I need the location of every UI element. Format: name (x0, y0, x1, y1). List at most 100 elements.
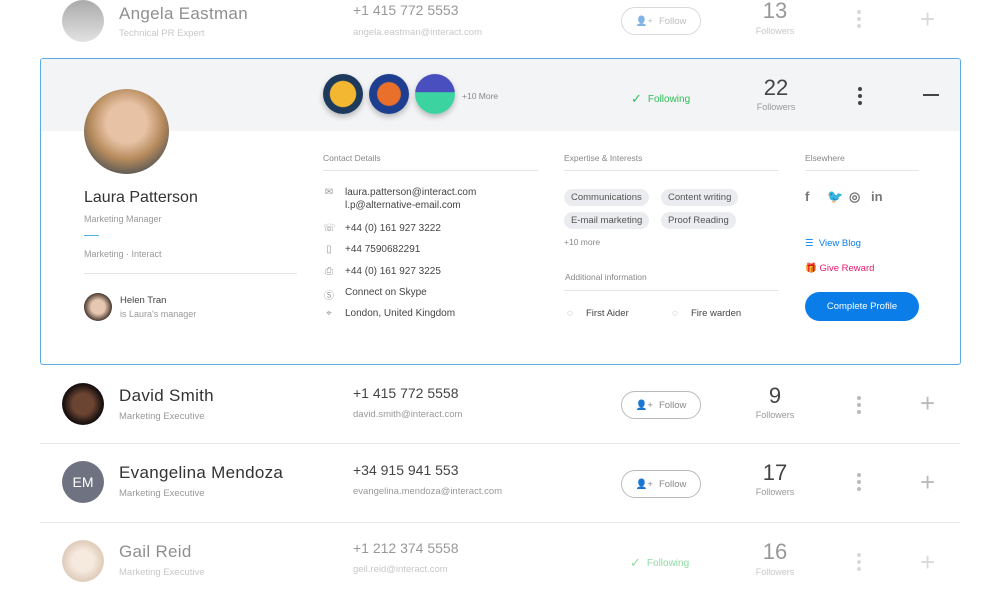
email-item[interactable]: ✉ laura.patterson@interact.com l.p@alterna… (323, 187, 477, 214)
more-options-icon[interactable] (857, 10, 863, 28)
followers-label: Followers (755, 567, 795, 577)
linkedin-icon[interactable]: in (871, 189, 883, 204)
mobile-item[interactable]: ▯ +44 7590682291 (323, 244, 420, 255)
phone-item[interactable]: ☏ +44 (0) 161 927 3222 (323, 223, 441, 234)
expertise-tag[interactable]: Content writing (661, 189, 739, 206)
expertise-tag[interactable]: Proof Reading (661, 212, 736, 229)
followers-label: Followers (756, 102, 796, 112)
follow-button[interactable]: 👤+ Follow (621, 470, 701, 498)
list-icon: ☰ (805, 238, 814, 249)
expertise-tag[interactable]: E-mail marketing (564, 212, 650, 229)
follow-label: Follow (658, 15, 687, 27)
mobile-number: +44 7590682291 (345, 244, 421, 255)
avatar (62, 0, 104, 42)
contact-phone: +1 212 374 5558 (353, 540, 459, 556)
collapse-minus-icon[interactable] (923, 94, 939, 96)
contact-name[interactable]: David Smith (119, 386, 214, 405)
envelope-icon: ✉ (324, 187, 334, 198)
follow-button[interactable]: 👤+ Follow (621, 391, 701, 419)
followers-count: 17 (762, 460, 788, 485)
manager-avatar[interactable] (84, 293, 112, 321)
following-status[interactable]: ✓ Following (630, 555, 689, 571)
more-options-icon[interactable] (857, 396, 863, 414)
award-badge-icon[interactable] (323, 74, 363, 114)
more-options-icon[interactable] (857, 553, 863, 571)
contact-row[interactable]: EM Evangelina Mendoza Marketing Executiv… (40, 445, 960, 523)
expand-plus-icon[interactable]: + (920, 467, 936, 497)
phone-number: +44 (0) 161 927 3222 (345, 223, 441, 234)
manager-name[interactable]: Helen Tran (120, 295, 167, 306)
department: Marketing (84, 249, 124, 259)
contact-email[interactable]: geil.reid@interact.com (353, 564, 448, 575)
fax-item[interactable]: ⎙ +44 (0) 161 927 3225 (323, 266, 441, 277)
complete-profile-button[interactable]: Complete Profile (805, 292, 919, 321)
profile-org: Marketing · Interact (84, 249, 162, 259)
view-blog-label: View Blog (818, 238, 861, 249)
divider (564, 170, 779, 171)
badges-more-link[interactable]: +10 More (462, 91, 499, 101)
instagram-icon[interactable]: ◎ (849, 189, 861, 204)
add-user-icon: 👤+ (635, 15, 653, 27)
skype-item[interactable]: Ⓢ Connect on Skype (323, 287, 427, 302)
followers-count: 9 (768, 383, 782, 408)
contact-email[interactable]: david.smith@interact.com (353, 409, 463, 420)
give-reward-label: Give Reward (819, 263, 875, 274)
more-options-icon[interactable] (857, 473, 863, 491)
contact-row[interactable]: Angela Eastman Technical PR Expert +1 41… (40, 0, 960, 60)
contact-role: Marketing Executive (119, 567, 205, 578)
additional-label: First Aider (586, 308, 629, 319)
view-blog-link[interactable]: ☰ View Blog (805, 238, 861, 249)
elsewhere-title: Elsewhere (805, 153, 845, 163)
contact-role: Technical PR Expert (119, 28, 205, 39)
contact-row[interactable]: Gail Reid Marketing Executive +1 212 374… (40, 523, 960, 601)
twitter-icon[interactable]: 🐦 (827, 189, 844, 204)
followers-count: 22 (763, 75, 789, 100)
location: London, United Kingdom (345, 308, 456, 319)
expand-plus-icon[interactable]: + (920, 4, 936, 34)
followers-count: 16 (762, 539, 788, 564)
contact-name[interactable]: Evangelina Mendoza (119, 463, 284, 482)
follow-label: Follow (658, 478, 687, 490)
check-circle-icon: ✓ (631, 91, 642, 106)
tags-more-link[interactable]: +10 more (564, 237, 601, 247)
facebook-icon[interactable]: f (805, 189, 810, 204)
skype-icon: Ⓢ (324, 291, 334, 302)
manager-caption: is Laura's manager (120, 309, 197, 319)
add-user-icon: 👤+ (635, 399, 653, 411)
skype-link[interactable]: Connect on Skype (345, 287, 427, 298)
profile-avatar (84, 89, 169, 174)
medal-badge-icon[interactable] (369, 74, 409, 114)
contact-role: Marketing Executive (119, 488, 205, 499)
divider (805, 170, 919, 171)
follow-button[interactable]: 👤+ Follow (621, 7, 701, 35)
add-user-icon: 👤+ (635, 478, 653, 490)
contact-phone: +34 915 941 553 (353, 462, 459, 478)
contact-name[interactable]: Gail Reid (119, 542, 192, 561)
contact-row[interactable]: David Smith Marketing Executive +1 415 7… (40, 366, 960, 444)
give-reward-link[interactable]: 🎁 Give Reward (805, 263, 874, 274)
profile-name: Laura Patterson (84, 189, 198, 206)
avatar (62, 540, 104, 582)
contact-name[interactable]: Angela Eastman (119, 4, 248, 23)
following-label: Following (646, 557, 690, 569)
alternative-email[interactable]: l.p@alternative-email.com (345, 200, 461, 211)
expertise-title: Expertise & Interests (564, 153, 643, 163)
expand-plus-icon[interactable]: + (920, 388, 936, 418)
divider (564, 290, 779, 291)
location-pin-icon: ⌖ (326, 308, 332, 319)
followers-label: Followers (755, 487, 795, 497)
expertise-tag[interactable]: Communications (564, 189, 649, 206)
following-status[interactable]: ✓ Following (631, 91, 690, 107)
followers-label: Followers (755, 26, 795, 36)
more-options-icon[interactable] (858, 87, 864, 105)
contact-email[interactable]: angela.eastman@interact.com (353, 27, 482, 38)
company: Interact (131, 249, 162, 259)
mountain-badge-icon[interactable] (415, 74, 455, 114)
contact-email[interactable]: evangelina.mendoza@interact.com (353, 486, 503, 497)
contact-phone: +1 415 772 5553 (353, 2, 459, 18)
expand-plus-icon[interactable]: + (920, 547, 936, 577)
printer-icon: ⎙ (325, 266, 333, 277)
gift-icon: 🎁 (805, 263, 817, 274)
primary-email[interactable]: laura.patterson@interact.com (345, 187, 477, 198)
additional-label: Fire warden (691, 308, 742, 319)
